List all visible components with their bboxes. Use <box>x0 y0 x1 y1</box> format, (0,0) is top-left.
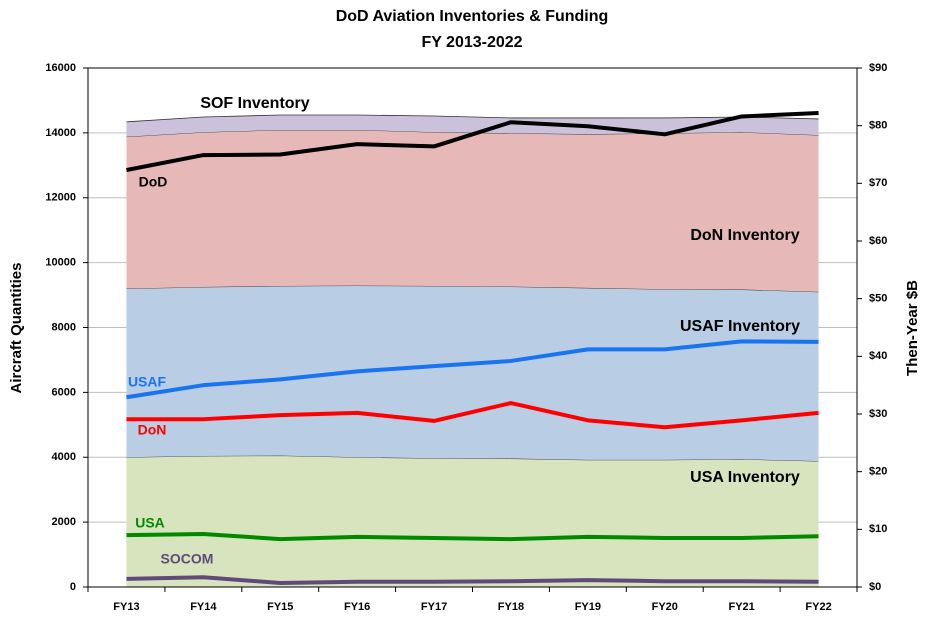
series-label: DoN <box>138 422 167 438</box>
y2-tick-label: $60 <box>869 235 887 247</box>
y-tick-label: 8000 <box>52 321 76 333</box>
series-label: SOCOM <box>161 551 214 567</box>
series-label: USAF Inventory <box>680 318 800 335</box>
line <box>126 531 819 542</box>
y2-tick-label: $0 <box>869 581 881 593</box>
chart-title: DoD Aviation Inventories & Funding <box>336 8 609 25</box>
y-tick-label: 10000 <box>45 257 76 269</box>
y2-tick-label: $40 <box>869 350 887 362</box>
chart-subtitle: FY 2013-2022 <box>421 34 522 51</box>
line <box>126 401 819 430</box>
y2-tick-label: $30 <box>869 408 887 420</box>
x-tick-label: FY16 <box>344 601 370 613</box>
x-tick-label: FY19 <box>575 601 601 613</box>
series-label: USAF <box>128 374 167 390</box>
y-tick-label: 16000 <box>45 62 76 74</box>
line <box>126 339 819 400</box>
series-label: DoN Inventory <box>690 227 799 244</box>
y2-axis-label: Then-Year $B <box>904 280 921 376</box>
x-tick-label: FY15 <box>267 601 293 613</box>
x-tick-label: FY20 <box>652 601 678 613</box>
series-label: SOF Inventory <box>200 95 309 112</box>
x-tick-label: FY21 <box>729 601 755 613</box>
series-label: DoD <box>139 174 168 190</box>
x-tick-label: FY13 <box>113 601 139 613</box>
x-tick-label: FY22 <box>805 601 831 613</box>
y-tick-label: 0 <box>70 581 76 593</box>
y2-tick-label: $20 <box>869 466 887 478</box>
line <box>126 110 819 173</box>
y2-tick-label: $80 <box>869 120 887 132</box>
area-edge <box>126 114 819 123</box>
x-tick-label: FY17 <box>421 601 447 613</box>
area <box>126 455 819 587</box>
y-tick-label: 4000 <box>52 451 76 463</box>
y2-tick-label: $10 <box>869 523 887 535</box>
x-tick-label: FY14 <box>190 601 217 613</box>
y2-tick-label: $70 <box>869 177 887 189</box>
area <box>126 129 819 292</box>
series-label: USA <box>135 515 165 531</box>
y-tick-label: 12000 <box>45 192 76 204</box>
series-label: USA Inventory <box>690 469 800 486</box>
y-tick-label: 6000 <box>52 386 76 398</box>
y2-tick-label: $90 <box>869 62 887 74</box>
line <box>126 575 819 585</box>
area <box>126 285 819 462</box>
y2-tick-label: $50 <box>869 293 887 305</box>
x-tick-label: FY18 <box>498 601 524 613</box>
y-tick-label: 14000 <box>45 127 76 139</box>
y-axis-label: Aircraft Quantities <box>8 263 25 394</box>
y-tick-label: 2000 <box>52 516 76 528</box>
